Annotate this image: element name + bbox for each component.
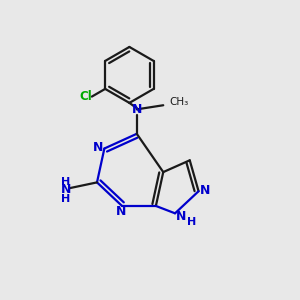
Text: H: H <box>187 217 196 227</box>
Text: Cl: Cl <box>79 90 92 103</box>
Text: N: N <box>132 103 142 116</box>
Text: CH₃: CH₃ <box>169 97 188 107</box>
Text: N: N <box>116 205 126 218</box>
Text: H: H <box>61 194 71 204</box>
Text: N: N <box>176 210 187 223</box>
Text: N: N <box>93 141 104 154</box>
Text: N: N <box>200 184 210 196</box>
Text: N: N <box>61 183 71 196</box>
Text: H: H <box>61 177 71 187</box>
